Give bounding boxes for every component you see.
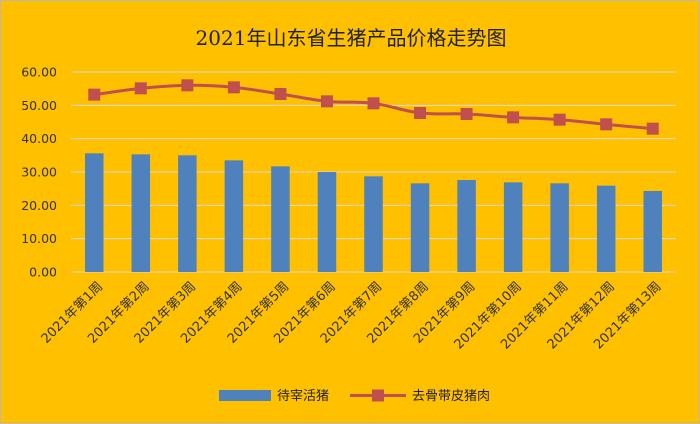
legend-bar-label: 待宰活猪	[277, 388, 329, 404]
bar	[410, 183, 430, 272]
line-marker	[414, 107, 427, 119]
line-marker	[88, 88, 101, 101]
bar-series	[85, 153, 662, 272]
legend-bar-swatch	[219, 390, 271, 401]
bar	[364, 176, 383, 272]
line-marker	[460, 108, 473, 120]
line-series	[88, 79, 659, 135]
y-tick-label: 30.00	[21, 165, 57, 180]
x-axis-ticks: 2021年第1周2021年第2周2021年第3周2021年第4周2021年第5周…	[39, 279, 665, 352]
legend: 待宰活猪 去骨带皮猪肉	[219, 388, 490, 404]
bar	[317, 172, 337, 272]
legend-line-label: 去骨带皮猪肉	[412, 389, 490, 404]
chart-title: 2021年山东省生猪产品价格走势图	[196, 26, 507, 50]
bar	[550, 183, 569, 272]
line-marker	[646, 122, 659, 135]
bar	[85, 153, 104, 272]
bar	[131, 154, 151, 272]
line-marker	[507, 111, 520, 124]
legend-line-marker	[372, 389, 384, 402]
bar	[643, 191, 662, 272]
y-tick-label: 60.00	[21, 65, 57, 80]
y-tick-label: 40.00	[21, 131, 57, 146]
line-marker	[600, 118, 613, 131]
y-tick-label: 50.00	[21, 98, 57, 113]
y-tick-label: 10.00	[21, 231, 57, 246]
bar	[224, 160, 244, 272]
line-marker	[134, 82, 147, 95]
line-marker	[367, 97, 380, 110]
y-axis-ticks: 0.00 10.00 20.00 30.00 40.00 50.00 60.00	[21, 65, 57, 280]
bar	[457, 180, 476, 272]
y-tick-label: 20.00	[21, 198, 57, 213]
line-marker	[274, 88, 287, 100]
bar	[503, 182, 523, 272]
bar	[271, 166, 290, 272]
bar	[178, 155, 197, 272]
line-marker	[553, 113, 566, 126]
line-marker	[227, 81, 240, 94]
bar	[596, 185, 616, 272]
line-marker	[181, 79, 194, 92]
line-marker	[320, 95, 333, 108]
y-tick-label: 0.00	[29, 265, 57, 280]
